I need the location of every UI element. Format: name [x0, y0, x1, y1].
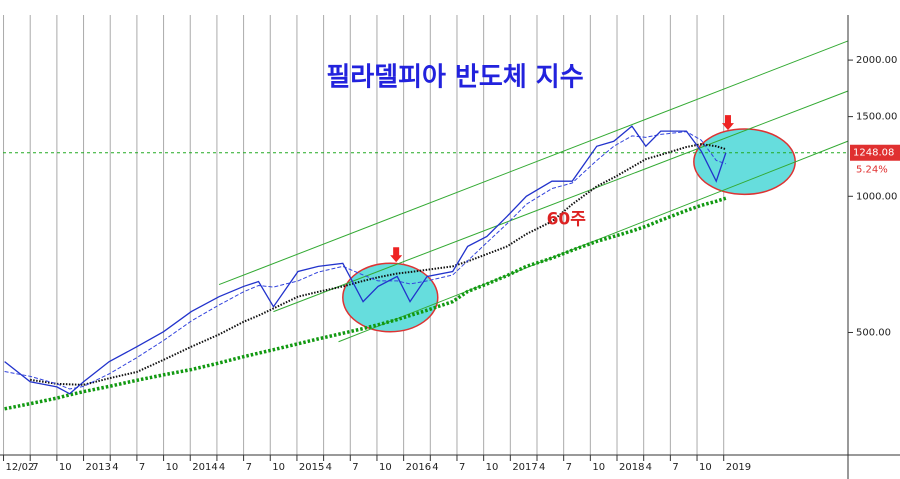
- x-tick-label: 2016: [406, 462, 431, 473]
- change-label: 5.24%: [856, 165, 888, 176]
- x-tick-label: 10: [592, 462, 605, 473]
- arrow: [721, 115, 734, 131]
- x-tick-label: 7: [459, 462, 465, 473]
- y-tick-label: 500.00: [856, 327, 891, 338]
- trendline: [273, 90, 849, 313]
- x-tick-label: 4: [112, 462, 118, 473]
- x-tick-label: 4: [219, 462, 225, 473]
- x-tick-label: 7: [246, 462, 252, 473]
- series-line: [4, 125, 727, 395]
- x-tick-label: 10: [166, 462, 179, 473]
- x-tick-label: 7: [32, 462, 38, 473]
- x-tick-label: 2019: [726, 462, 751, 473]
- x-tick-label: 10: [379, 462, 392, 473]
- x-tick-label: 2015: [299, 462, 324, 473]
- x-tick-label: 10: [272, 462, 285, 473]
- x-tick-label: 10: [699, 462, 712, 473]
- x-tick-label: 2017: [512, 462, 537, 473]
- plot: 60주: [3, 40, 849, 411]
- y-tick-label: 1000.00: [856, 191, 897, 202]
- x-tick-label: 7: [352, 462, 358, 473]
- chart-title: 필라델피아 반도체 지수: [326, 63, 583, 93]
- x-tick-label: 4: [326, 462, 332, 473]
- x-tick-label: 10: [486, 462, 499, 473]
- x-tick-label: 2018: [619, 462, 644, 473]
- x-tick-label: 7: [672, 462, 678, 473]
- price-label: 1248.08: [853, 148, 894, 159]
- series-line: [4, 131, 727, 390]
- x-tick-label: 12/02: [6, 462, 35, 473]
- y-tick-label: 2000.00: [856, 55, 897, 66]
- grid: 12/027 10 2013 4 7 10 2014 4 7 10 2015 4 7 10 2016 4 7 10…: [3, 15, 897, 473]
- x-tick-label: 7: [566, 462, 572, 473]
- series-line: [4, 196, 727, 411]
- x-tick-label: 4: [539, 462, 545, 473]
- arrow: [390, 247, 403, 263]
- y-tick-label: 1500.00: [856, 112, 897, 123]
- x-tick-label: 7: [139, 462, 145, 473]
- x-tick-label: 2013: [86, 462, 111, 473]
- x-tick-label: 4: [432, 462, 438, 473]
- x-tick-label: 2014: [192, 462, 217, 473]
- series-line: [30, 143, 727, 386]
- x-tick-label: 10: [59, 462, 72, 473]
- trendline: [218, 40, 849, 286]
- x-tick-label: 4: [646, 462, 652, 473]
- price-label-box: [850, 144, 900, 161]
- highlight: [693, 128, 796, 196]
- annotation: 60주: [547, 209, 587, 229]
